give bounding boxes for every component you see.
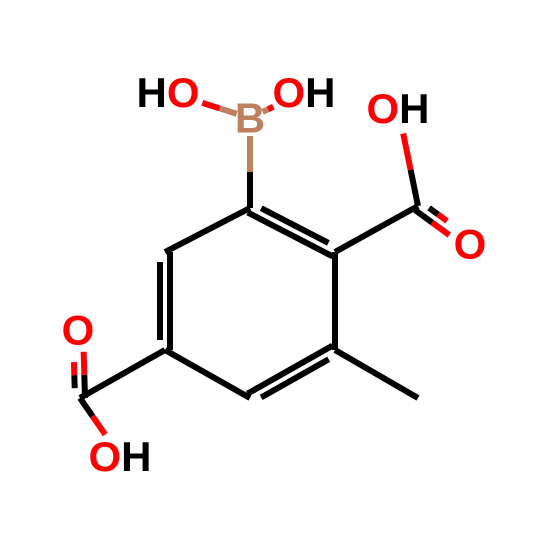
atom-OH1: HO	[136, 69, 199, 116]
atom-OH3: OH	[366, 85, 429, 132]
atom-OH2: OH	[272, 69, 335, 116]
atom-OH4: OH	[88, 433, 151, 480]
bonds	[74, 103, 449, 435]
molecule-diagram: B HO OH O OH O OH	[0, 0, 533, 533]
atom-B: B	[235, 95, 265, 142]
atom-labels: B HO OH O OH O OH	[62, 69, 487, 480]
atom-O4: O	[62, 307, 95, 354]
atom-O3: O	[454, 221, 487, 268]
